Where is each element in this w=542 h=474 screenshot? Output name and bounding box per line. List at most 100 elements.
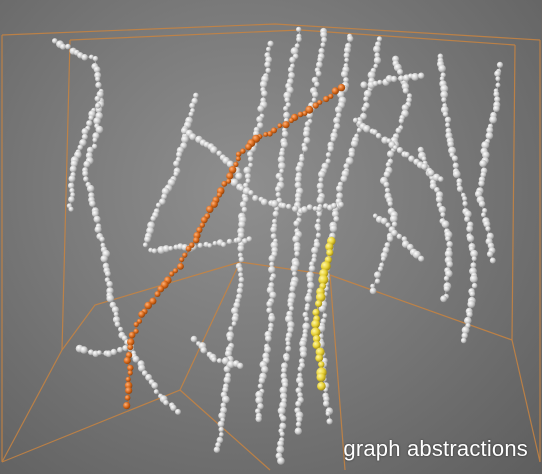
graph-node[interactable] (383, 171, 391, 178)
graph-node[interactable] (318, 177, 324, 183)
graph-node[interactable] (132, 355, 140, 363)
graph-node[interactable] (190, 335, 198, 343)
orange-path-node[interactable] (235, 151, 242, 157)
graph-node[interactable] (99, 236, 105, 243)
graph-node[interactable] (283, 111, 291, 119)
graph-node[interactable] (212, 240, 218, 246)
orange-path-node[interactable] (127, 338, 135, 346)
graph-node[interactable] (257, 383, 263, 389)
graph-node[interactable] (462, 201, 468, 207)
graph-node[interactable] (238, 256, 245, 263)
graph-node[interactable] (279, 150, 285, 157)
graph-node[interactable] (227, 335, 233, 342)
graph-node[interactable] (256, 122, 264, 129)
graph-node[interactable] (93, 215, 101, 223)
graph-node[interactable] (296, 36, 302, 43)
graph-node[interactable] (216, 150, 223, 157)
graph-node[interactable] (294, 181, 302, 189)
graph-node[interactable] (216, 358, 223, 364)
graph-node[interactable] (288, 306, 295, 312)
graph-node[interactable] (243, 182, 249, 189)
graph-node[interactable] (297, 366, 303, 372)
graph-node[interactable] (285, 315, 293, 323)
graph-node[interactable] (189, 102, 196, 109)
orange-path-node[interactable] (124, 395, 131, 401)
graph-node[interactable] (211, 356, 217, 363)
graph-node[interactable] (279, 168, 285, 174)
graph-node[interactable] (237, 252, 244, 258)
graph-node[interactable] (104, 270, 111, 277)
graph-node[interactable] (269, 276, 275, 282)
graph-node[interactable] (460, 337, 467, 344)
graph-node[interactable] (374, 271, 381, 279)
orange-path-node[interactable] (328, 93, 334, 99)
graph-node[interactable] (466, 311, 473, 318)
graph-node[interactable] (231, 321, 237, 327)
graph-node[interactable] (302, 322, 311, 331)
orange-path-node[interactable] (193, 236, 200, 244)
graph-node[interactable] (316, 206, 323, 212)
graph-node[interactable] (320, 31, 328, 39)
orange-path-node[interactable] (331, 87, 339, 95)
orange-path-node[interactable] (154, 291, 161, 297)
orange-path-node[interactable] (196, 226, 203, 233)
graph-node[interactable] (86, 120, 93, 127)
orange-path-node[interactable] (177, 263, 184, 270)
graph-node[interactable] (451, 155, 458, 162)
graph-node[interactable] (282, 381, 289, 388)
graph-node[interactable] (478, 180, 485, 187)
yellow-path-node[interactable] (320, 261, 331, 272)
graph-node[interactable] (384, 242, 391, 248)
graph-node[interactable] (295, 165, 303, 173)
graph-node[interactable] (293, 220, 300, 227)
graph-node[interactable] (227, 360, 235, 369)
graph-node[interactable] (363, 125, 371, 133)
graph-node[interactable] (255, 415, 262, 423)
yellow-path-node[interactable] (325, 242, 334, 251)
graph-node[interactable] (242, 196, 249, 203)
graph-node[interactable] (442, 111, 449, 117)
graph-node[interactable] (387, 235, 394, 242)
graph-node[interactable] (275, 192, 281, 198)
graph-node[interactable] (385, 75, 394, 83)
graph-node[interactable] (447, 140, 455, 148)
graph-node[interactable] (294, 427, 302, 435)
graph-node[interactable] (372, 80, 379, 87)
graph-node[interactable] (443, 285, 451, 292)
graph-node[interactable] (306, 204, 313, 211)
orange-path-node[interactable] (133, 321, 139, 327)
graph-node[interactable] (461, 332, 468, 339)
graph-node[interactable] (437, 53, 444, 60)
orange-path-node[interactable] (245, 143, 252, 151)
graph-node[interactable] (301, 206, 308, 214)
graph-node[interactable] (237, 266, 244, 273)
graph-node[interactable] (387, 201, 393, 207)
graph-node[interactable] (228, 326, 234, 332)
graph-node[interactable] (363, 89, 372, 98)
graph-node[interactable] (385, 222, 391, 228)
graph-node[interactable] (233, 301, 241, 309)
graph-node[interactable] (493, 91, 500, 98)
graph-node[interactable] (266, 300, 273, 308)
graph-node[interactable] (220, 406, 228, 414)
orange-path-node[interactable] (206, 205, 214, 213)
graph-node[interactable] (386, 150, 395, 158)
graph-node[interactable] (418, 255, 425, 262)
graph-node[interactable] (331, 202, 337, 209)
graph-node[interactable] (259, 80, 268, 89)
graph-node[interactable] (257, 105, 265, 113)
highlighted-path-yellow[interactable] (310, 236, 336, 391)
graph-node[interactable] (384, 187, 391, 193)
orange-path-node[interactable] (221, 180, 228, 187)
graph-node[interactable] (336, 185, 343, 193)
graph-node[interactable] (404, 151, 410, 158)
graph-node[interactable] (236, 236, 242, 243)
graph-node[interactable] (144, 235, 151, 243)
yellow-path-node[interactable] (317, 381, 326, 391)
graph-node[interactable] (418, 72, 425, 79)
graph-node[interactable] (316, 211, 323, 217)
graph-node[interactable] (287, 326, 294, 334)
graph-node[interactable] (406, 97, 412, 103)
graph-node[interactable] (338, 201, 344, 208)
graph-node[interactable] (444, 249, 453, 258)
